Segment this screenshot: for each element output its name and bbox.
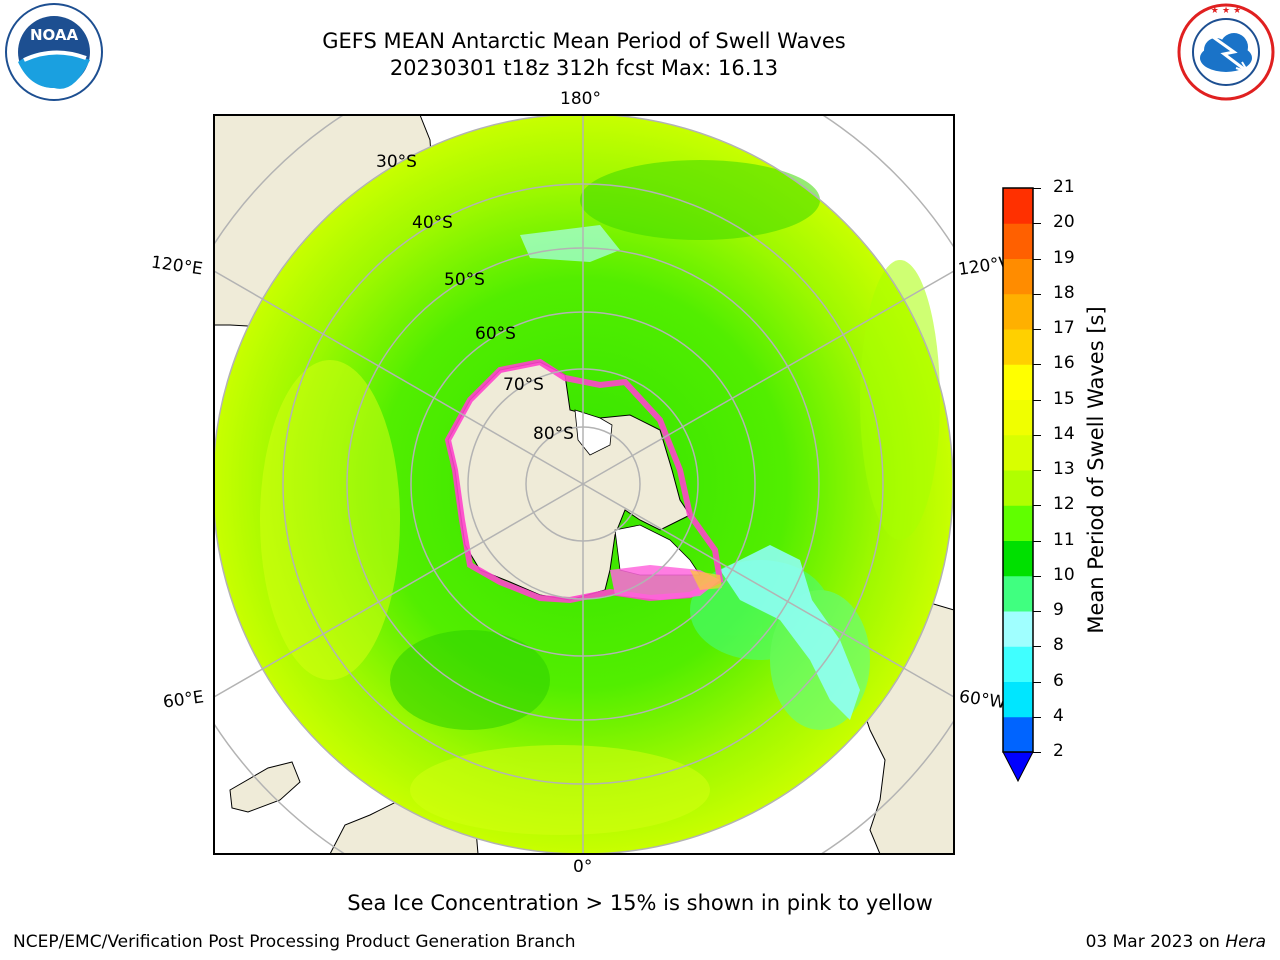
lat-label-70s: 70°S: [503, 375, 544, 395]
colorbar-band: [1003, 646, 1033, 682]
colorbar-tick-label: 10: [1053, 564, 1075, 585]
colorbar-tick-mark: [1033, 258, 1041, 260]
colorbar-tick-label: 14: [1053, 423, 1075, 444]
chart-subtitle: 20230301 t18z 312h fcst Max: 16.13: [389, 56, 779, 80]
colorbar-tick-label: 2: [1053, 741, 1064, 761]
noaa-logo: NOAA: [5, 3, 103, 101]
lon-label-180: 180°: [560, 89, 601, 109]
colorbar-tick-label: 6: [1053, 670, 1064, 691]
colorbar-tick-mark: [1033, 364, 1041, 366]
colorbar-band: [1003, 364, 1033, 400]
colorbar-tick-label: 16: [1053, 353, 1075, 374]
map-frame: [213, 114, 955, 855]
colorbar-band: [1003, 434, 1033, 471]
colorbar-band: [1003, 188, 1033, 224]
sea-ice-band: [444, 358, 724, 604]
chart-title: GEFS MEAN Antarctic Mean Period of Swell…: [322, 29, 846, 53]
machine-name: Hera: [1225, 932, 1266, 952]
colorbar-tick-mark: [1033, 611, 1041, 612]
lat-label-60s: 60°S: [475, 324, 516, 344]
colorbar-band: [1003, 470, 1033, 506]
colorbar-tick-mark: [1033, 223, 1041, 225]
colorbar-tick-mark: [1033, 716, 1041, 718]
colorbar-tick-mark: [1033, 329, 1041, 330]
land-madagascar: [229, 761, 301, 813]
short-period-patch: [720, 545, 860, 720]
colorbar-tick-mark: [1033, 646, 1041, 648]
colorbar-band: [1003, 329, 1033, 365]
colorbar-tick-mark: [1033, 293, 1041, 295]
lon-label-0: 0°: [573, 857, 593, 877]
colorbar-band: [1003, 258, 1033, 295]
colorbar-band: [1003, 399, 1033, 436]
date-value: 03 Mar 2023 on: [1085, 932, 1226, 952]
colorbar-band: [1003, 505, 1033, 541]
colorbar-tick-label: 9: [1053, 600, 1064, 620]
colorbar-tick-mark: [1033, 505, 1041, 507]
ice-shelf-ross: [574, 409, 613, 456]
colorbar-tick-mark: [1033, 434, 1041, 436]
colorbar-tick-label: 12: [1053, 494, 1075, 515]
colorbar-label: Mean Period of Swell Waves [s]: [1084, 306, 1108, 634]
colorbar-band: [1003, 716, 1033, 753]
colorbar-tick-label: 11: [1053, 529, 1075, 550]
colorbar-tick-mark: [1033, 540, 1041, 542]
colorbar-tick-label: 13: [1053, 459, 1075, 479]
lat-label-40s: 40°S: [412, 213, 453, 233]
credit-text: NCEP/EMC/Verification Post Processing Pr…: [13, 932, 576, 952]
noaa-logo-text: NOAA: [30, 26, 79, 44]
colorbar-tick-label: 8: [1053, 635, 1064, 656]
date-text: 03 Mar 2023 on Hera: [1086, 932, 1266, 952]
colorbar-tick-label: 21: [1053, 177, 1075, 197]
colorbar-tick-label: 4: [1053, 705, 1064, 726]
colorbar-tick-label: 19: [1053, 247, 1075, 268]
lat-label-80s: 80°S: [533, 424, 574, 444]
colorbar-tick-mark: [1033, 681, 1041, 683]
nws-logo: ★ ★ ★: [1177, 3, 1275, 101]
lat-label-50s: 50°S: [444, 270, 485, 290]
colorbar-tick-label: 20: [1053, 212, 1075, 233]
colorbar-tick-mark: [1033, 575, 1041, 577]
colorbar-band: [1003, 223, 1033, 259]
svg-text:★ ★ ★: ★ ★ ★: [1211, 6, 1241, 16]
colorbar-tick-label: 15: [1053, 388, 1075, 409]
colorbar-tick-mark: [1033, 188, 1041, 189]
colorbar: [1002, 187, 1034, 783]
colorbar-tick-mark: [1033, 399, 1041, 401]
lat-label-30s: 30°S: [376, 152, 417, 172]
sea-ice-note: Sea Ice Concentration > 15% is shown in …: [347, 891, 933, 915]
colorbar-band: [1003, 575, 1033, 612]
colorbar-tick-mark: [1033, 470, 1041, 471]
colorbar-band: [1003, 540, 1033, 577]
colorbar-band: [1003, 611, 1033, 647]
colorbar-band: [1003, 293, 1033, 330]
colorbar-tick-mark: [1033, 752, 1041, 753]
colorbar-tick-label: 17: [1053, 318, 1075, 338]
colorbar-tick-label: 18: [1053, 282, 1075, 303]
colorbar-band: [1003, 681, 1033, 718]
